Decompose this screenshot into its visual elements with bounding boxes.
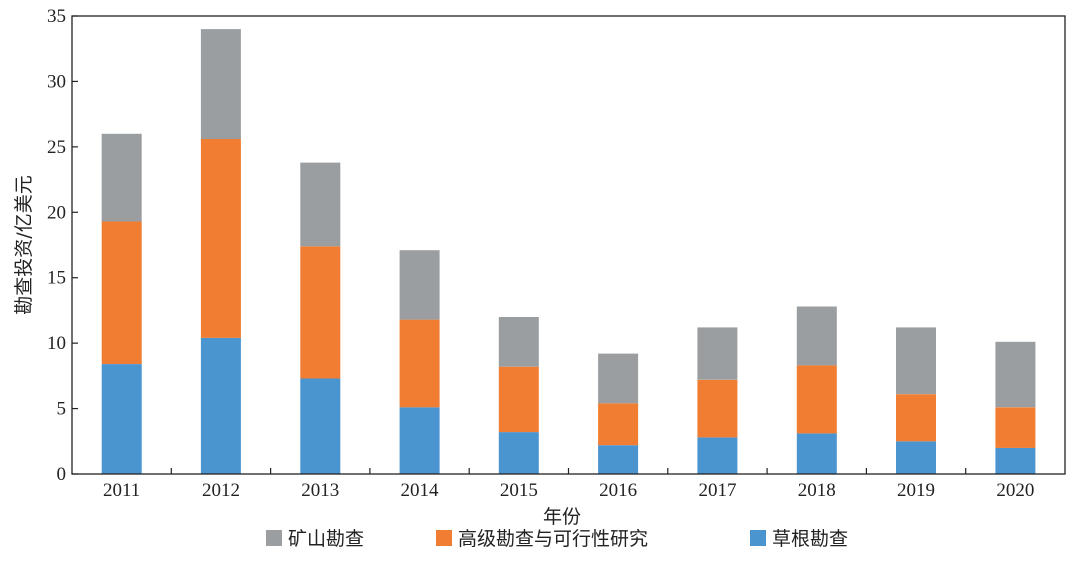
- bar-2020-series-1: [995, 407, 1036, 448]
- bar-2014-series-2: [399, 250, 440, 320]
- bar-2013-series-2: [300, 162, 341, 247]
- x-tick-label: 2011: [103, 480, 140, 501]
- bar-2011-series-1: [101, 221, 142, 364]
- y-tick-label: 30: [47, 71, 66, 92]
- x-tick-label: 2019: [897, 480, 935, 501]
- x-tick-label: 2013: [301, 480, 339, 501]
- y-axis-title: 勘查投资/亿美元: [13, 175, 35, 314]
- x-tick-label: 2014: [401, 480, 440, 501]
- bar-2014-series-1: [399, 319, 440, 408]
- bar-2017-series-2: [697, 327, 738, 380]
- x-tick-label: 2012: [202, 480, 240, 501]
- y-tick-label: 5: [57, 399, 67, 420]
- y-axis: 0 5 10 15 20 25 30 35: [47, 6, 78, 485]
- bar-2012-series-0: [200, 337, 241, 474]
- bar-2016-series-1: [598, 403, 639, 446]
- y-tick-label: 35: [47, 6, 66, 27]
- bar-2019-series-0: [896, 441, 936, 474]
- bar-2020-series-2: [995, 341, 1036, 408]
- bars-group: [101, 29, 1036, 474]
- bar-2014-series-0: [399, 407, 440, 474]
- y-tick-label: 20: [47, 202, 66, 223]
- bar-2019-series-1: [896, 394, 936, 442]
- legend-label-2: 矿山勘查: [288, 528, 364, 550]
- bar-2015-series-2: [498, 317, 539, 367]
- x-axis-title: 年份: [543, 506, 581, 528]
- bar-2018-series-1: [796, 365, 837, 434]
- x-tick-label: 2015: [500, 480, 538, 501]
- bar-2016-series-2: [598, 353, 639, 404]
- x-tick-label: 2018: [798, 480, 836, 501]
- y-tick-label: 25: [47, 137, 66, 158]
- y-tick-label: 0: [57, 464, 67, 485]
- bar-2016-series-0: [598, 445, 639, 474]
- legend-swatch-2: [266, 530, 282, 546]
- bar-2018-series-0: [796, 433, 837, 474]
- bar-2012-series-1: [200, 139, 241, 338]
- x-tick-label: 2020: [996, 480, 1034, 501]
- bar-2020-series-0: [995, 447, 1036, 474]
- bar-2017-series-1: [697, 379, 738, 438]
- bar-2012-series-2: [200, 29, 241, 140]
- bar-2018-series-2: [796, 306, 837, 366]
- bar-2011-series-0: [101, 364, 142, 474]
- legend-label-0: 草根勘查: [772, 528, 848, 550]
- y-tick-label: 15: [47, 268, 66, 289]
- x-tick-label: 2016: [599, 480, 637, 501]
- legend: 矿山勘查 高级勘查与可行性研究 草根勘查: [266, 528, 848, 550]
- bar-2019-series-2: [896, 327, 936, 395]
- bar-2015-series-0: [498, 432, 539, 474]
- bar-2017-series-0: [697, 437, 738, 474]
- x-tick-label: 2017: [698, 480, 736, 501]
- bar-2011-series-2: [101, 133, 142, 222]
- legend-label-1: 高级勘查与可行性研究: [458, 528, 648, 550]
- bar-2013-series-1: [300, 246, 341, 379]
- y-tick-label: 10: [47, 333, 66, 354]
- x-axis: 2011 2012 2013 2014 2015 2016 2017 2018 2019 2020: [103, 468, 1034, 501]
- bar-2013-series-0: [300, 378, 341, 474]
- legend-swatch-0: [750, 530, 766, 546]
- legend-swatch-1: [436, 530, 452, 546]
- bar-2015-series-1: [498, 366, 539, 433]
